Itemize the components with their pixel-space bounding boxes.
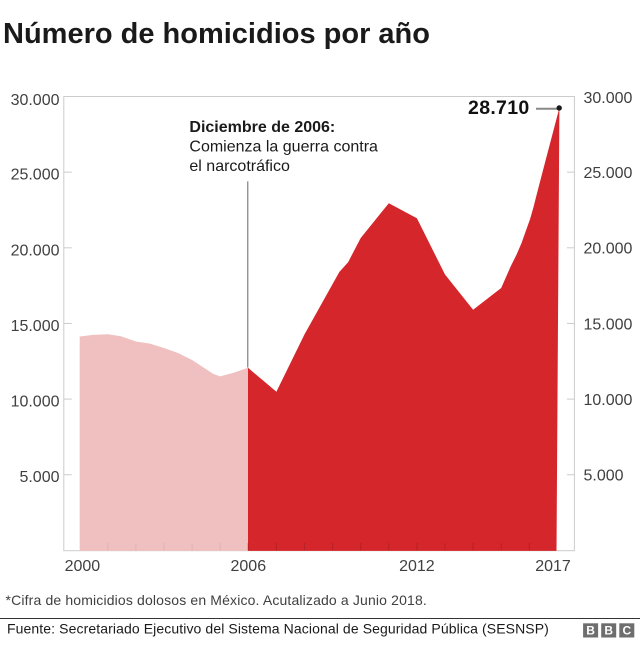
svg-text:C: C: [622, 624, 631, 638]
svg-text:Diciembre de 2006:: Diciembre de 2006:: [189, 119, 335, 136]
svg-text:10.000: 10.000: [584, 392, 633, 409]
svg-text:15.000: 15.000: [584, 316, 633, 333]
svg-text:2006: 2006: [231, 558, 267, 575]
svg-text:B: B: [586, 624, 595, 638]
svg-text:Comienza la guerra contra: Comienza la guerra contra: [189, 138, 378, 155]
svg-text:30.000: 30.000: [584, 90, 633, 107]
svg-text:20.000: 20.000: [11, 242, 60, 259]
svg-text:25.000: 25.000: [584, 165, 633, 182]
svg-text:B: B: [604, 624, 613, 638]
svg-text:10.000: 10.000: [11, 394, 60, 411]
svg-text:2000: 2000: [65, 558, 101, 575]
svg-text:28.710: 28.710: [468, 97, 529, 119]
svg-text:15.000: 15.000: [11, 318, 60, 335]
svg-text:30.000: 30.000: [11, 92, 60, 109]
svg-text:2012: 2012: [399, 558, 435, 575]
svg-text:2017: 2017: [535, 558, 571, 575]
svg-text:5.000: 5.000: [584, 468, 624, 485]
svg-text:Fuente: Secretariado Ejecutivo: Fuente: Secretariado Ejecutivo del Siste…: [7, 621, 549, 637]
svg-text:20.000: 20.000: [584, 241, 633, 258]
svg-text:el narcotráfico: el narcotráfico: [189, 158, 290, 175]
svg-text:5.000: 5.000: [19, 469, 59, 486]
svg-text:25.000: 25.000: [11, 167, 60, 184]
svg-text:*Cifra de homicidios dolosos e: *Cifra de homicidios dolosos en México. …: [6, 592, 427, 608]
svg-text:Número de homicidios por año: Número de homicidios por año: [3, 18, 430, 50]
